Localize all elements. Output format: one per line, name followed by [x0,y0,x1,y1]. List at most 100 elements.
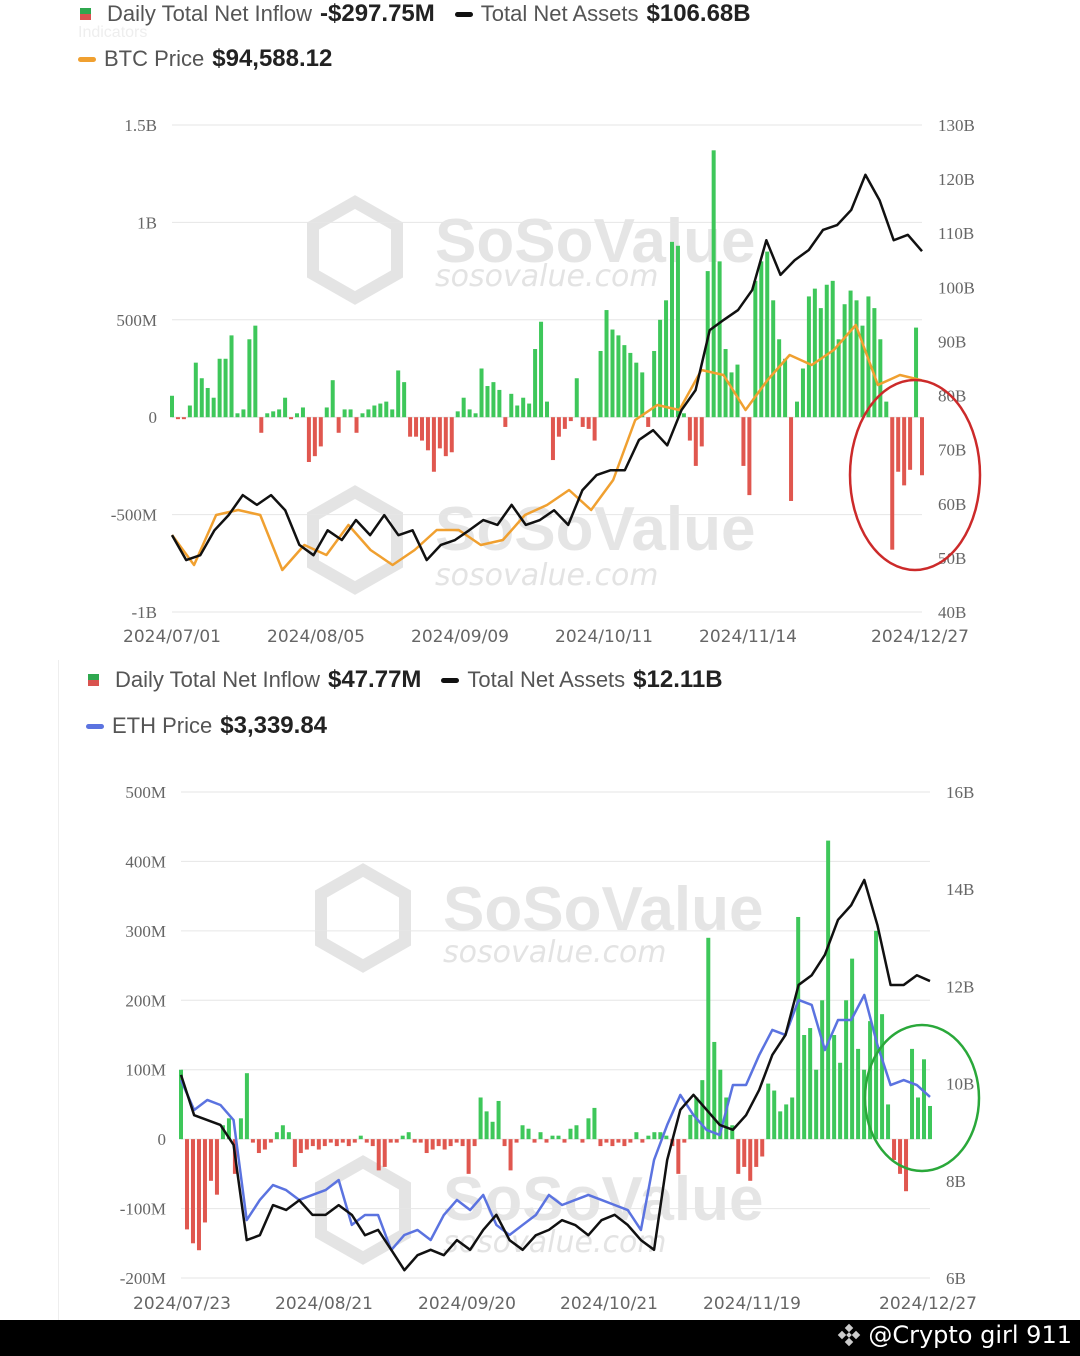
inflow-bar [358,1135,363,1140]
binance-logo-icon [838,1323,861,1347]
inflow-bar [664,300,669,418]
inflow-bar [920,417,924,476]
inflow-bar [388,1139,393,1143]
y-right-tick-label: 100B [938,278,975,297]
inflow-bar [806,296,811,418]
total-net-assets-line [179,878,931,1272]
inflow-bar [796,916,801,1140]
inflow-bar [539,321,544,418]
inflow-bar [190,1139,195,1244]
inflow-bar [430,1139,435,1150]
inflow-bar [886,1104,891,1140]
y-right-tick-label: 14B [946,880,974,899]
inflow-bar [766,1083,771,1140]
inflow-bar [394,1139,399,1143]
inflow-bar [640,1139,645,1143]
inflow-bar [455,411,460,418]
y-left-tick-label: -500M [111,506,157,525]
divider [58,660,59,1320]
inflow-bar [322,1139,327,1147]
inflow-bar [298,1139,303,1154]
inflow-bar [550,1135,555,1140]
inflow-bar [730,1125,735,1140]
y-left-tick-label: 500M [125,783,166,802]
inflow-bar [223,358,228,418]
inflow-bar [214,1139,219,1195]
inflow-bar [199,378,204,418]
annotation-circle [848,378,982,572]
x-tick-label: 2024/07/23 [133,1294,231,1314]
x-tick-label: 2024/11/14 [699,627,797,647]
x-tick-label: 2024/11/19 [703,1294,801,1314]
inflow-bar [348,409,353,418]
charts-svg: SoSoValuesosovalue.comSoSoValuesosovalue… [111,116,982,1314]
inflow-bar [521,397,526,418]
inflow-bar [824,284,829,418]
inflow-bar [306,417,311,463]
inflow-bar [856,1048,861,1140]
inflow-bar [646,1135,651,1140]
inflow-bar [336,417,341,433]
inflow-bar [562,1139,567,1143]
y-right-tick-label: 120B [938,170,975,189]
inflow-bar [478,1097,483,1140]
btc-price-line [170,323,923,572]
x-tick-label: 2024/10/11 [555,627,653,647]
inflow-bar [586,1118,591,1140]
y-right-tick-label: 50B [938,549,966,568]
inflow-bar [211,397,216,418]
inflow-bar [928,1105,932,1140]
y-left-tick-label: 0 [149,408,158,427]
logo-hexagon [307,195,403,305]
btc-price-legend-label: BTC Price [104,46,205,71]
inflow-bar [424,1139,429,1154]
x-tick-label: 2024/12/27 [879,1294,977,1314]
inflow-bar [640,372,645,418]
inflow-bar [259,417,264,433]
eth-etf-chart: SoSoValuesosovalue.comSoSoValuesosovalue… [120,783,981,1314]
inflow-legend-swatch [80,8,91,20]
inflow-legend-value: $47.77M [328,666,422,693]
inflow-bar [628,352,633,418]
inflow-bar [520,1125,525,1140]
inflow-bar [277,409,282,418]
inflow-bar [753,280,758,418]
inflow-bar [460,1139,465,1147]
inflow-legend-label: Daily Total Net Inflow [115,667,321,692]
inflow-bar [610,1139,615,1147]
inflow-bar [718,1069,723,1140]
inflow-bar [759,261,764,418]
legend-row-1: Daily Total Net Inflow $47.77M Total Net… [88,666,723,694]
inflow-bar [376,1139,381,1171]
sosovalue-logo-icon [307,485,403,595]
inflow-bar [372,405,377,418]
inflow-bar [208,1139,213,1181]
inflow-bar [503,417,508,427]
eth-price-legend-swatch [86,723,104,729]
inflow-bar [604,1139,609,1143]
credit-text: @Crypto girl 911 [868,1321,1072,1349]
inflow-bar [729,372,734,418]
inflow-bar [473,413,478,418]
inflow-bar [509,393,514,418]
y-left-tick-label: 100M [125,1061,166,1080]
inflow-bar [842,304,847,418]
y-right-tick-label: 16B [946,783,974,802]
inflow-bar [574,378,579,418]
inflow-bar [556,417,561,437]
inflow-bar [312,417,317,457]
y-left-tick-label: -1B [132,603,158,622]
eth-price-legend-label: ETH Price [112,713,213,738]
assets-legend-label: Total Net Assets [480,1,639,26]
x-tick-label: 2024/07/01 [123,627,221,647]
inflow-bar [184,1139,189,1230]
inflow-bar [568,1128,573,1140]
inflow-bar [364,1139,369,1143]
y-left-tick-label: 1.5B [124,116,157,135]
y-right-tick-label: 110B [938,224,974,243]
inflow-bar [868,1021,873,1140]
inflow-bar [181,417,186,420]
watermark-site: sosovalue.com [443,1225,667,1260]
inflow-bar [466,1139,471,1174]
inflow-bar [784,1104,789,1140]
